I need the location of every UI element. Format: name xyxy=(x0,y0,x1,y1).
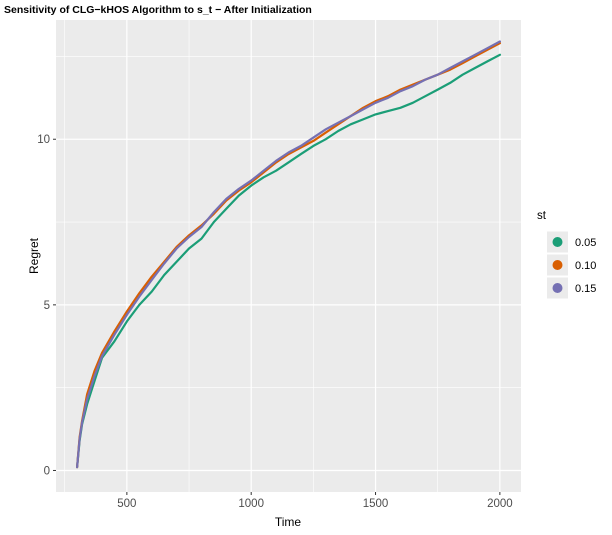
series-line-0.05 xyxy=(75,53,501,469)
legend-label-0.15: 0.15 xyxy=(575,283,596,295)
x-tick-label: 1000 xyxy=(238,498,264,510)
x-tick-label: 1500 xyxy=(363,498,389,510)
y-tick-label: 5 xyxy=(44,300,50,312)
x-axis: 500 1000 1500 2000 xyxy=(117,492,513,510)
y-tick-label: 0 xyxy=(44,465,50,477)
legend-label-0.05: 0.05 xyxy=(575,237,596,249)
x-tick-label: 2000 xyxy=(487,498,513,510)
x-axis-title: Time xyxy=(275,515,302,529)
series-line-0.15 xyxy=(75,40,501,469)
y-tick-label: 10 xyxy=(37,134,50,146)
legend-title: st xyxy=(537,210,547,222)
major-gridlines xyxy=(56,20,521,492)
x-tick-label: 500 xyxy=(117,498,136,510)
legend: st 0.05 0.10 0.15 xyxy=(537,210,596,299)
legend-label-0.10: 0.10 xyxy=(575,260,596,272)
legend-key-0.15 xyxy=(552,283,563,293)
series-lines xyxy=(75,40,501,469)
y-axis: 0 5 10 xyxy=(37,134,56,477)
minor-gridlines xyxy=(56,20,521,492)
plot-panel xyxy=(56,20,521,492)
y-axis-title: Regret xyxy=(27,237,41,274)
legend-key-0.05 xyxy=(552,237,563,247)
legend-key-0.10 xyxy=(552,260,563,270)
chart-title: Sensitivity of CLG−kHOS Algorithm to s_t… xyxy=(4,4,312,16)
